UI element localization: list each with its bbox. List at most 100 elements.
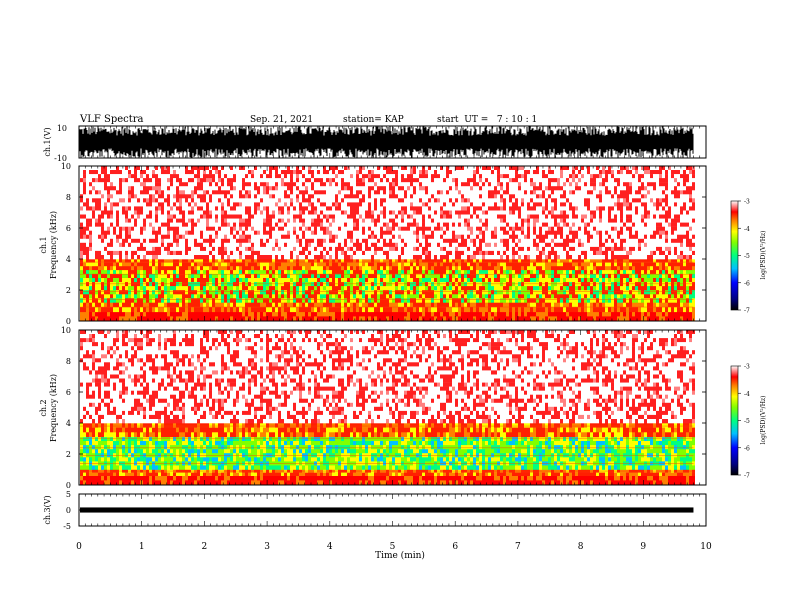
- spectrogram-cell: [548, 294, 551, 299]
- spectrogram-cell: [407, 302, 410, 308]
- spectrogram-cell: [104, 174, 107, 179]
- spectrogram-cell: [602, 182, 605, 187]
- spectrogram-cell: [548, 178, 551, 183]
- spectrogram-cell: [323, 166, 326, 171]
- spectrogram-cell: [635, 269, 638, 275]
- spectrogram-cell: [221, 307, 224, 313]
- spectrogram-cell: [206, 282, 209, 287]
- spectrogram-cell: [356, 286, 359, 291]
- spectrogram-cell: [593, 178, 596, 183]
- spectrogram-cell: [557, 307, 560, 313]
- spectrogram-cell: [317, 259, 320, 263]
- spectrogram-cell: [536, 307, 539, 313]
- spectrogram-cell: [644, 282, 647, 287]
- spectrogram-cell: [194, 190, 197, 195]
- spectrogram-cell: [590, 273, 593, 279]
- spectrogram-cell: [506, 290, 509, 295]
- spectrogram-cell: [686, 190, 689, 195]
- spectrogram-cell: [476, 269, 479, 275]
- spectrogram-cell: [242, 294, 245, 299]
- spectrogram-cell: [587, 166, 590, 171]
- spectrogram-cell: [110, 259, 113, 263]
- spectrogram-cell: [533, 269, 536, 275]
- spectrogram-cell: [665, 298, 668, 303]
- spectrogram-cell: [446, 311, 449, 317]
- spectrogram-cell: [245, 307, 248, 313]
- spectrogram-cell: [566, 178, 569, 183]
- spectrogram-cell: [146, 286, 149, 291]
- spectrogram-cell: [374, 290, 377, 295]
- spectrogram-cell: [488, 307, 491, 313]
- spectrogram-cell: [200, 282, 203, 287]
- spectrogram-cell: [251, 186, 254, 191]
- spectrogram-cell: [692, 269, 695, 275]
- spectrogram-cell: [494, 170, 497, 175]
- spectrogram-cell: [653, 302, 656, 308]
- spectrogram-cell: [230, 307, 233, 313]
- spectrogram-cell: [185, 194, 188, 199]
- spectrogram-cell: [647, 290, 650, 295]
- spectrogram-cell: [155, 262, 158, 267]
- spectrogram-cell: [527, 186, 530, 191]
- spectrogram-cell: [659, 186, 662, 191]
- spectrogram-cell: [83, 194, 86, 199]
- spectrogram-cell: [470, 266, 473, 271]
- spectrogram-cell: [584, 266, 587, 271]
- spectrogram-cell: [323, 302, 326, 308]
- spectrogram-cell: [620, 278, 623, 283]
- spectrogram-cell: [356, 262, 359, 267]
- spectrogram-cell: [638, 178, 641, 183]
- spectrogram-cell: [632, 282, 635, 287]
- spectrogram-cell: [206, 311, 209, 317]
- spectrogram-cell: [458, 302, 461, 308]
- spectrogram-cell: [404, 316, 407, 322]
- spectrogram-cell: [248, 259, 251, 263]
- spectrogram-cell: [404, 266, 407, 271]
- spectrogram-cell: [275, 269, 278, 275]
- spectrogram-cell: [497, 194, 500, 199]
- spectrogram-cell: [599, 259, 602, 263]
- spectrogram-cell: [362, 290, 365, 295]
- spectrogram-cell: [458, 182, 461, 187]
- spectrogram-cell: [347, 273, 350, 279]
- spectrogram-cell: [170, 194, 173, 199]
- spectrogram-cell: [83, 282, 86, 287]
- spectrogram-cell: [413, 282, 416, 287]
- spectrogram-cell: [485, 259, 488, 263]
- spectrogram-cell: [644, 307, 647, 313]
- spectrogram-cell: [266, 166, 269, 171]
- spectrogram-cell: [515, 294, 518, 299]
- spectrogram-cell: [362, 259, 365, 263]
- spectrogram-cell: [140, 311, 143, 317]
- spectrogram-cell: [218, 298, 221, 303]
- spectrogram-cell: [509, 174, 512, 179]
- spectrogram-cell: [299, 316, 302, 322]
- spectrogram-cell: [341, 294, 344, 299]
- spectrogram-cell: [551, 311, 554, 317]
- spectrogram-cell: [608, 269, 611, 275]
- spectrogram-cell: [662, 294, 665, 299]
- spectrogram-cell: [443, 286, 446, 291]
- spectrogram-cell: [464, 290, 467, 295]
- spectrogram-cell: [509, 262, 512, 267]
- spectrogram-cell: [98, 290, 101, 295]
- spectrogram-cell: [299, 286, 302, 291]
- spectrogram-cell: [635, 174, 638, 179]
- spectrogram-cell: [179, 262, 182, 267]
- spectrogram-cell: [494, 269, 497, 275]
- spectrogram-cell: [638, 269, 641, 275]
- spectrogram-cell: [203, 298, 206, 303]
- spectrogram-cell: [593, 278, 596, 283]
- spectrogram-cell: [323, 190, 326, 195]
- spectrogram-cell: [659, 269, 662, 275]
- spectrogram-cell: [170, 302, 173, 308]
- spectrogram-cell: [338, 198, 341, 203]
- spectrogram-cell: [548, 262, 551, 267]
- spectrogram-cell: [110, 190, 113, 195]
- spectrogram-cell: [83, 286, 86, 291]
- spectrogram-cell: [668, 190, 671, 195]
- spectrogram-cell: [194, 286, 197, 291]
- spectrogram-cell: [137, 170, 140, 175]
- spectrogram-cell: [341, 182, 344, 187]
- spectrogram-cell: [665, 186, 668, 191]
